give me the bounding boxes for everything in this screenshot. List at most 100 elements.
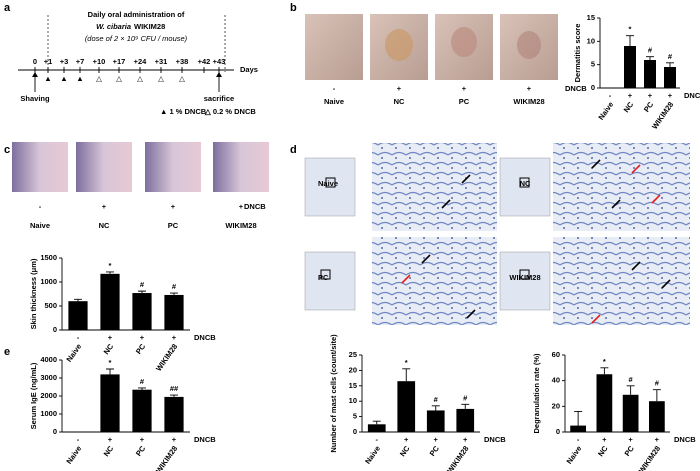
y-tick-label: 40 [552,376,560,385]
significance-mark: * [603,357,606,366]
treatment-sign: + [404,435,409,444]
y-tick-label: 3000 [40,373,57,382]
y-tick-label: 5 [353,412,357,421]
treatment-sign: - [333,84,336,93]
x-tick-label: WIKIM28 [154,444,179,471]
treatment-sign: + [462,84,467,93]
treatment-sign: + [140,333,145,342]
treatment-label: DNCB [194,435,216,444]
bar [596,374,613,432]
arrows [401,159,671,324]
panel-label: b [290,2,297,14]
x-tick-label: PC [134,444,148,458]
group-label: Naive [30,221,50,230]
day-label: +3 [60,57,69,66]
y-tick-label: 15 [587,13,595,22]
micrograph [12,142,68,192]
x-tick-label: PC [642,100,656,114]
significance-mark: # [655,379,660,388]
event-label: sacrifice [204,94,234,103]
treatment-sign: + [172,435,177,444]
dosing-marker: △ [137,74,144,83]
group-label: PC [459,97,470,106]
significance-mark: # [434,395,439,404]
y-tick-label: 4000 [40,355,57,364]
x-tick-label: Naive [64,444,83,466]
significance-mark: # [463,393,468,402]
inset-box [320,269,331,280]
bar [164,396,184,432]
y-axis-label: Degranulation rate (%) [532,353,541,434]
y-axis-label: Skin thickness (μm) [29,258,38,329]
bar [100,273,120,330]
x-tick-label: NC [398,444,412,459]
y-tick-label: 0 [353,427,357,436]
micrograph [553,143,690,231]
y-tick-label: 60 [552,350,560,359]
error-bar [626,385,635,395]
treatment-label: DNCB [674,435,696,444]
photos [305,14,558,80]
day-label: +24 [134,57,148,66]
group-label: Naive [318,179,338,188]
group-label: Naive [324,97,344,106]
significance-mark: * [109,261,112,270]
bar [397,381,416,432]
micrograph [499,251,551,311]
day-label: +10 [93,57,106,66]
error-bar [138,290,146,294]
bar [622,394,639,432]
bar [644,60,656,88]
treatment-label: DNCB [565,84,587,93]
treatment-sign: + [648,91,653,100]
treatment-sign: - [39,202,42,211]
group-label: NC [394,97,405,106]
treatment-label: DNCB [484,435,506,444]
arrow-head [32,72,38,77]
y-tick-label: 1000 [40,277,57,286]
timeline-title: Daily oral administration of [88,10,185,19]
error-bar [574,411,583,426]
error-bar [170,394,178,397]
treatment-sign: + [463,435,468,444]
day-label: +43 [213,57,226,66]
error-bar [652,389,661,402]
day-label: +42 [198,57,211,66]
strain: WIKIM28 [134,22,165,31]
treatment-sign: + [102,202,107,211]
y-tick-label: 0 [556,427,560,436]
treatment-sign: - [77,435,80,444]
treatment-sign: + [628,91,633,100]
x-tick-label: NC [596,444,610,459]
day-label: 0 [33,57,37,66]
panel-label: c [4,144,10,156]
y-tick-label: 5 [591,60,595,69]
days-unit: Days [240,65,258,74]
group-label: NC [99,221,110,230]
treatment-sign: + [239,202,244,211]
group-label: WIKIM28 [513,97,544,106]
significance-mark: # [140,280,145,289]
day-label: +38 [176,57,189,66]
y-tick-label: 0 [53,427,57,436]
y-tick-label: 2000 [40,391,57,400]
y-tick-label: 25 [349,350,357,359]
error-bar [170,292,178,295]
treatment-sign: + [527,84,532,93]
x-tick-label: Naive [565,444,584,466]
dose: (dose of 2 × 10⁹ CFU / mouse) [85,34,188,43]
micrograph [145,142,201,192]
micrograph [213,142,269,192]
y-tick-label: 500 [44,301,57,310]
x-tick-label: NC [622,100,636,115]
treatment-sign: + [397,84,402,93]
x-tick-label: NC [102,342,116,357]
significance-mark: # [629,375,634,384]
treatment-label: DNCB [684,91,700,100]
day-label: +1 [44,57,53,66]
treatment-sign: + [108,435,113,444]
y-tick-label: 20 [552,401,560,410]
y-tick-label: 10 [587,36,595,45]
y-tick-label: 1000 [40,409,57,418]
